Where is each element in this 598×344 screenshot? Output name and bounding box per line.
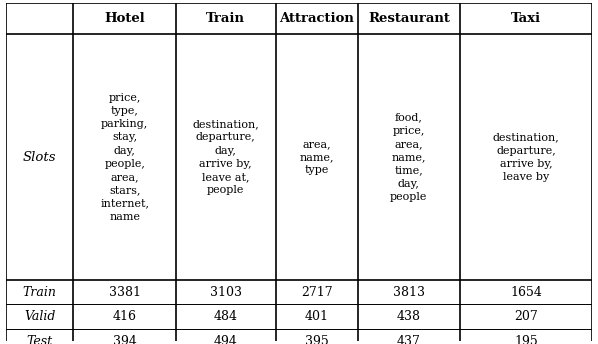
Text: 3381: 3381: [109, 286, 141, 299]
Text: 3103: 3103: [210, 286, 242, 299]
Text: price,
type,
parking,
stay,
day,
people,
area,
stars,
internet,
name: price, type, parking, stay, day, people,…: [100, 93, 149, 222]
Text: Taxi: Taxi: [511, 12, 541, 25]
Text: 494: 494: [214, 335, 237, 344]
Text: 3813: 3813: [393, 286, 425, 299]
Text: 401: 401: [304, 310, 328, 323]
Text: 195: 195: [514, 335, 538, 344]
Text: 484: 484: [213, 310, 238, 323]
Text: Test: Test: [27, 335, 53, 344]
Text: Restaurant: Restaurant: [368, 12, 450, 25]
Text: destination,
departure,
day,
arrive by,
leave at,
people: destination, departure, day, arrive by, …: [193, 119, 259, 195]
Text: area,
name,
type: area, name, type: [300, 139, 334, 175]
Text: 1654: 1654: [510, 286, 542, 299]
Text: 394: 394: [112, 335, 136, 344]
Text: 2717: 2717: [301, 286, 332, 299]
Text: Attraction: Attraction: [279, 12, 354, 25]
Text: Hotel: Hotel: [104, 12, 145, 25]
Text: food,
price,
area,
name,
time,
day,
people: food, price, area, name, time, day, peop…: [390, 112, 428, 202]
Text: 438: 438: [397, 310, 421, 323]
Text: Train: Train: [206, 12, 245, 25]
Text: 437: 437: [397, 335, 421, 344]
Text: 207: 207: [514, 310, 538, 323]
Text: 395: 395: [305, 335, 328, 344]
Text: Valid: Valid: [24, 310, 56, 323]
Text: 416: 416: [112, 310, 137, 323]
Text: destination,
departure,
arrive by,
leave by: destination, departure, arrive by, leave…: [493, 132, 560, 182]
Text: Train: Train: [23, 286, 57, 299]
Text: Slots: Slots: [23, 151, 56, 164]
